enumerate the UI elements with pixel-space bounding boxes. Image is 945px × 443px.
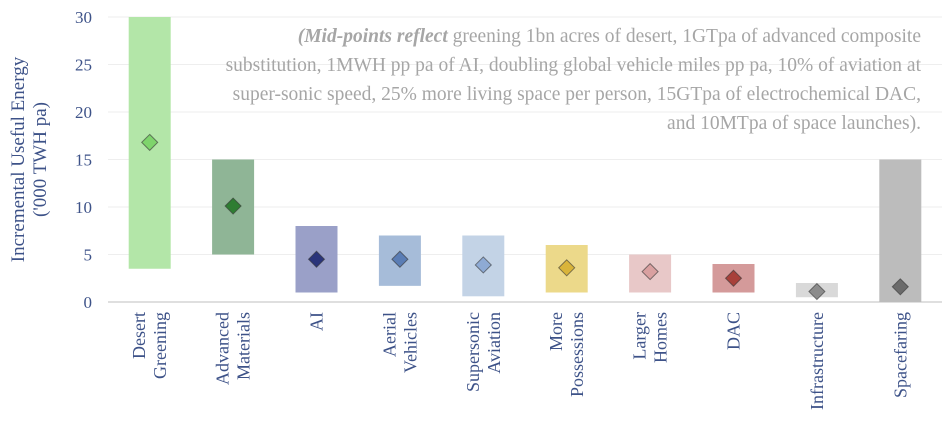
x-tick-label-line: Aerial (379, 312, 399, 357)
x-tick-label: AerialVehicles (379, 312, 420, 373)
x-tick-label: DesertGreening (129, 312, 170, 379)
x-tick-label-line: Possessions (567, 312, 587, 397)
y-axis-label: Incremental Useful Energy('000 TWH pa) (8, 56, 51, 262)
mid-marker (391, 250, 409, 268)
annotation: (Mid-points reflect greening 1bn acres o… (225, 22, 921, 138)
y-tick-label: 20 (75, 103, 92, 122)
mid-marker (724, 269, 743, 287)
y-tick-label: 0 (84, 293, 93, 312)
y-tick-label: 5 (84, 246, 93, 265)
x-tick-label: DAC (724, 312, 744, 350)
annotation-bold: (Mid-points reflect (297, 26, 448, 47)
mid-marker (224, 197, 242, 215)
x-tick-label-line: Homes (651, 312, 671, 363)
mid-marker (891, 278, 910, 296)
y-tick-label: 30 (75, 8, 92, 27)
x-tick-label: SupersonicAviation (463, 312, 504, 392)
x-tick-label-line: Advanced (213, 312, 233, 385)
x-tick-label-line: Larger (630, 312, 650, 360)
x-tick-label-line: More (546, 312, 566, 351)
x-tick-label: LargerHomes (630, 312, 671, 363)
x-tick-label-line: DAC (724, 312, 744, 350)
mid-marker (140, 133, 159, 152)
x-tick-label-line: Aviation (484, 312, 504, 374)
annotation-text: greening 1bn acres of desert, 1GTpa of a… (225, 26, 921, 134)
y-axis-label-line: ('000 TWH pa) (30, 102, 51, 217)
x-tick-label-line: AI (307, 312, 327, 331)
x-tick-label-line: Spacefaring (890, 312, 910, 398)
mid-marker (641, 262, 659, 281)
y-tick-label: 25 (75, 56, 92, 75)
x-tick-label: Spacefaring (890, 312, 910, 398)
x-tick-label-line: Vehicles (400, 312, 420, 373)
y-axis-label-line: Incremental Useful Energy (8, 56, 29, 262)
x-tick-label-line: Infrastructure (807, 312, 827, 410)
y-tick-label: 10 (75, 198, 92, 217)
mid-marker (808, 282, 826, 301)
x-tick-label: MorePossessions (546, 312, 587, 397)
x-tick-label: AdvancedMaterials (213, 312, 254, 385)
x-tick-label: AI (307, 312, 327, 331)
x-tick-label: Infrastructure (807, 312, 827, 410)
x-tick-label-line: Supersonic (463, 312, 483, 392)
x-tick-label-line: Materials (234, 312, 254, 380)
mid-marker (474, 256, 493, 274)
y-tick-label: 15 (75, 151, 92, 170)
mid-marker (307, 250, 326, 268)
x-tick-label-line: Greening (150, 312, 170, 379)
x-tick-label-line: Desert (129, 312, 149, 359)
mid-marker (557, 259, 576, 277)
